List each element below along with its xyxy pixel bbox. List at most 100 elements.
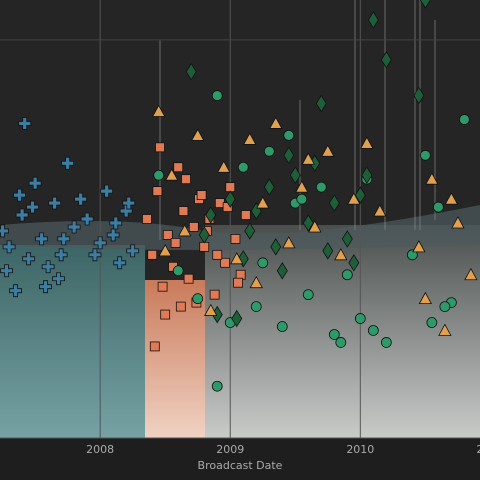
point-diamond [185,62,197,81]
point-plus [0,224,10,238]
point-diamond [361,166,373,184]
point-diamond [413,86,425,105]
point-circle [432,201,444,213]
point-diamond [341,230,353,248]
point-square [183,273,194,284]
point-square [142,214,152,224]
point-plus [109,216,123,230]
point-plus [61,156,75,170]
point-circle [296,193,308,205]
point-circle [263,145,275,157]
point-square [178,206,189,216]
point-diamond [289,166,301,184]
x-tick-label: 2011 [476,443,480,456]
point-square [147,249,158,260]
point-triangle [301,152,315,165]
point-triangle [360,136,374,149]
point-triangle [308,220,322,233]
point-square [152,186,163,197]
point-circle [172,265,184,277]
point-diamond [270,238,282,256]
point-plus [35,232,49,246]
point-plus [13,188,26,202]
point-plus [88,248,102,262]
point-diamond [231,309,243,328]
point-plus [9,284,23,298]
point-circle [257,257,269,269]
point-square [188,222,199,232]
point-square [181,174,191,185]
point-triangle [269,116,283,129]
point-square [149,341,160,352]
density-band [205,225,480,438]
point-plus [28,176,42,190]
point-plus [0,264,13,278]
point-diamond [302,214,314,232]
point-square [170,237,181,248]
point-plus [18,117,32,130]
point-diamond [244,222,256,240]
point-square [199,241,210,252]
point-square [230,234,241,244]
point-plus [26,200,39,214]
point-triangle [347,192,361,205]
point-triangle [321,144,335,157]
point-square [212,249,223,260]
point-square [225,182,236,193]
point-plus [74,192,88,206]
x-tick-label: 2010 [346,443,374,456]
point-diamond [322,242,334,260]
point-circle [192,293,204,305]
point-circle [237,161,249,173]
point-diamond [348,254,360,272]
point-triangle [243,132,257,145]
point-circle [354,313,366,324]
x-tick-label: 2009 [216,443,244,456]
point-triangle [425,172,439,185]
point-diamond [205,206,217,224]
point-diamond [315,94,327,113]
point-square [220,257,230,268]
point-diamond [419,0,431,9]
point-plus [106,228,120,242]
point-triangle [282,236,296,249]
point-triangle [451,216,465,229]
point-plus [93,236,107,250]
point-triangle [178,224,192,237]
point-triangle [165,168,179,181]
point-diamond [283,146,295,165]
point-plus [2,240,16,254]
point-diamond [224,190,236,208]
point-plus [22,252,36,266]
point-circle [367,325,379,336]
point-plus [122,196,136,210]
point-circle [335,337,347,348]
point-diamond [263,178,275,196]
point-circle [211,380,223,392]
point-diamond [354,186,366,204]
point-plus [54,248,68,262]
density-band [0,245,145,438]
point-square [157,281,168,292]
point-square [155,142,165,153]
point-diamond [198,226,210,244]
point-square [160,309,171,320]
point-circle [419,149,431,161]
point-diamond [276,262,288,280]
point-triangle [158,244,172,257]
point-triangle [373,204,387,217]
x-axis-label: Broadcast Date [198,459,283,472]
point-circle [276,321,288,332]
point-circle [458,114,470,125]
point-triangle [464,267,478,281]
point-triangle [230,251,244,265]
point-plus [39,280,52,294]
point-circle [315,181,327,193]
point-triangle [412,240,426,253]
point-triangle [438,323,452,336]
point-plus [57,232,71,246]
point-circle [153,169,165,181]
point-circle [211,90,223,101]
point-triangle [204,303,218,316]
